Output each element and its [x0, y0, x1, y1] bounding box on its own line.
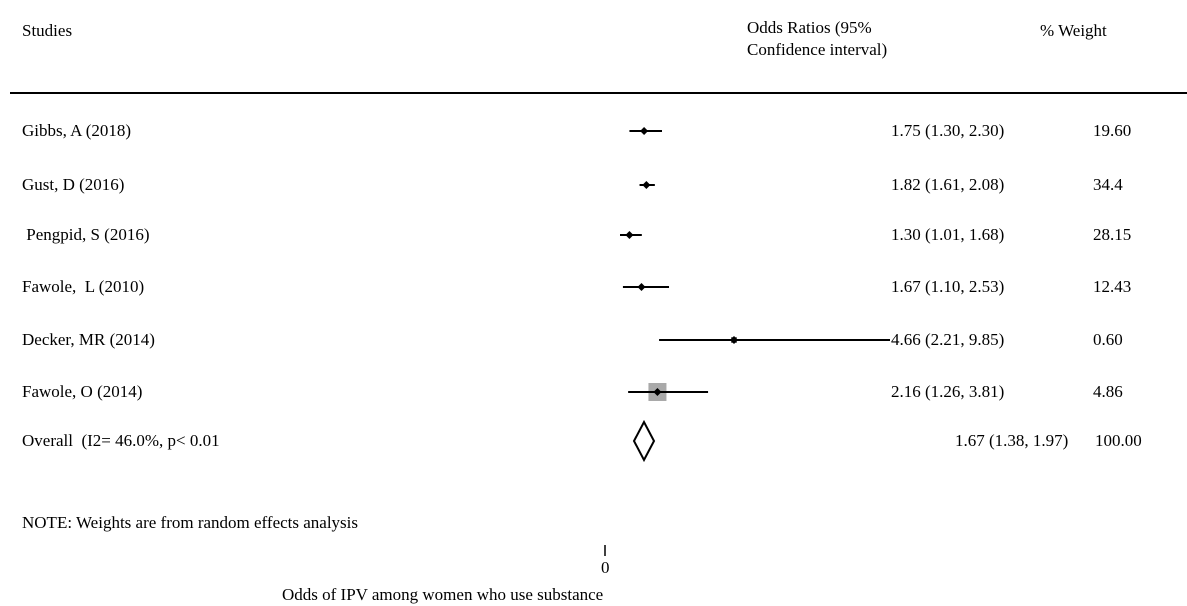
header-studies: Studies	[22, 21, 73, 40]
point-estimate	[653, 388, 662, 396]
point-estimate	[730, 336, 738, 344]
axis-tick-label: 0	[601, 558, 610, 577]
header-odds-ratios-line1: Odds Ratios (95%	[747, 18, 872, 37]
header-weight: % Weight	[1040, 21, 1107, 40]
header-odds-ratios: Odds Ratios (95% Confidence interval)	[747, 17, 887, 61]
overall-label: Overall (I2= 46.0%, p< 0.01	[22, 431, 220, 450]
study-label: Fawole, L (2010)	[22, 277, 145, 296]
point-estimate	[637, 283, 646, 291]
study-weight-text: 19.60	[1093, 121, 1132, 140]
point-estimate	[642, 181, 651, 189]
study-weight-text: 12.43	[1093, 277, 1132, 296]
study-label: Fawole, O (2014)	[22, 382, 143, 401]
study-or-text: 2.16 (1.26, 3.81)	[891, 382, 1005, 401]
study-or-text: 1.75 (1.30, 2.30)	[891, 121, 1005, 140]
header-odds-ratios-line2: Confidence interval)	[747, 40, 888, 60]
study-or-text: 1.67 (1.10, 2.53)	[891, 277, 1005, 296]
point-estimate	[625, 231, 634, 239]
point-estimate	[640, 127, 649, 135]
overall-or-text: 1.67 (1.38, 1.97)	[955, 431, 1069, 450]
study-or-text: 1.82 (1.61, 2.08)	[891, 175, 1005, 194]
study-label: Decker, MR (2014)	[22, 330, 155, 349]
study-weight-text: 0.60	[1093, 330, 1123, 349]
x-axis-label: Odds of IPV among women who use substanc…	[282, 585, 604, 604]
study-or-text: 1.30 (1.01, 1.68)	[891, 225, 1005, 244]
header-divider	[10, 92, 1187, 94]
study-or-text: 4.66 (2.21, 9.85)	[891, 330, 1005, 349]
study-weight-text: 28.15	[1093, 225, 1132, 244]
overall-diamond	[632, 419, 656, 463]
study-label: Pengpid, S (2016)	[22, 225, 150, 244]
study-weight-text: 4.86	[1093, 382, 1123, 401]
overall-weight-text: 100.00	[1095, 431, 1142, 450]
study-label: Gibbs, A (2018)	[22, 121, 132, 140]
study-weight-text: 34.4	[1093, 175, 1123, 194]
study-label: Gust, D (2016)	[22, 175, 125, 194]
weights-note: NOTE: Weights are from random effects an…	[22, 513, 359, 532]
